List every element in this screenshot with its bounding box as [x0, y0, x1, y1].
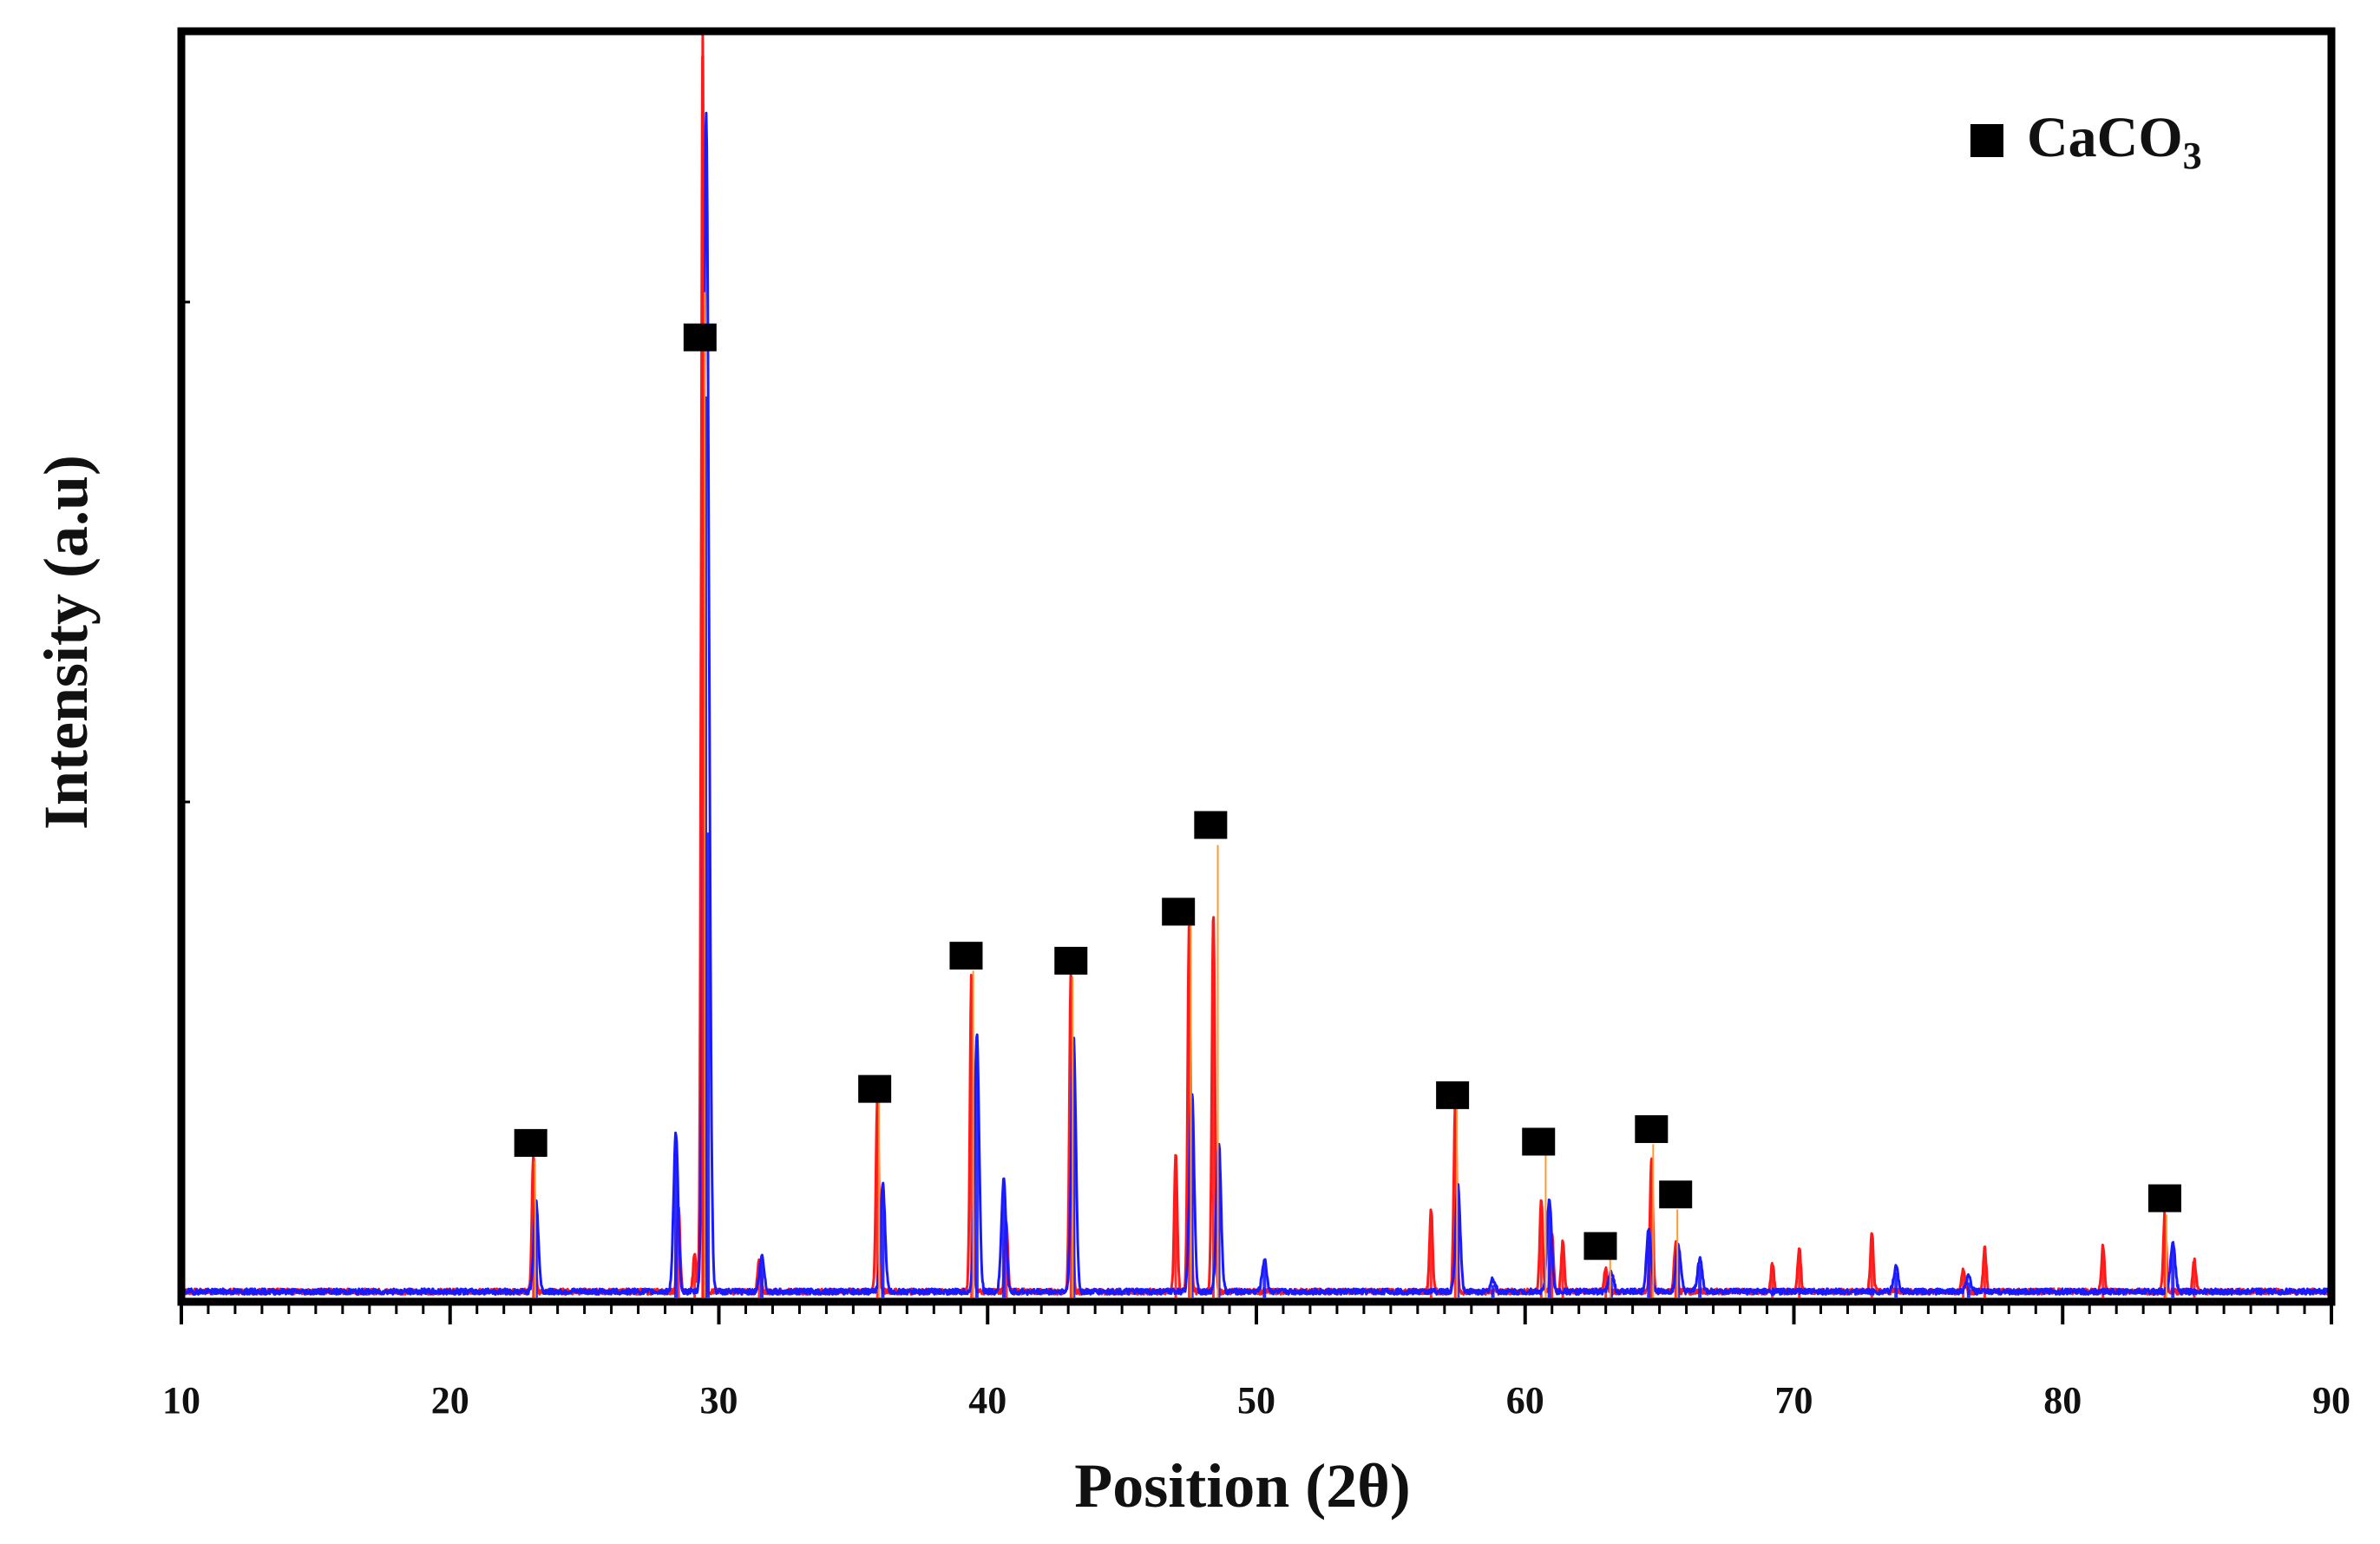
- caco3-peak-marker: [1635, 1114, 1669, 1143]
- peak-markers: [514, 323, 2181, 1260]
- x-tick-label: 30: [700, 1379, 738, 1422]
- caco3-peak-marker: [1522, 1127, 1556, 1156]
- plot-frame: [177, 27, 2336, 1306]
- caco3-peak-marker: [1162, 897, 1196, 926]
- caco3-peak-marker: [1436, 1081, 1470, 1109]
- x-axis-title: Position (2θ): [1074, 1451, 1411, 1521]
- y-axis-title: Intensity (a.u): [31, 455, 101, 830]
- legend-label-sub: 3: [2183, 135, 2202, 177]
- caco3-peak-marker: [1583, 1232, 1617, 1260]
- x-tick-label: 50: [1237, 1379, 1275, 1422]
- caco3-peak-marker: [514, 1128, 547, 1157]
- x-tick-label: 10: [162, 1379, 200, 1422]
- x-tick-label: 20: [431, 1379, 469, 1422]
- caco3-peak-marker: [1194, 811, 1228, 839]
- legend-label-main: CaCO: [2027, 106, 2183, 169]
- series-group: [181, 35, 2331, 1299]
- caco3-peak-marker: [858, 1074, 892, 1103]
- x-tick-label: 90: [2312, 1379, 2350, 1422]
- caco3-peak-marker: [2147, 1184, 2181, 1212]
- x-tick-label: 80: [2043, 1379, 2082, 1422]
- caco3-peak-marker: [949, 942, 983, 970]
- series-line: [181, 111, 2331, 1296]
- caco3-peak-marker: [1659, 1180, 1693, 1209]
- legend-label: CaCO3: [2027, 106, 2202, 177]
- legend-marker-square: [1970, 124, 2003, 157]
- x-tick-label: 70: [1775, 1379, 1813, 1422]
- caco3-peak-marker: [1054, 946, 1088, 975]
- legend: CaCO3: [1970, 106, 2202, 177]
- caco3-peak-marker: [683, 323, 717, 352]
- x-tick-label: 60: [1506, 1379, 1544, 1422]
- x-tick-label: 40: [968, 1379, 1006, 1422]
- x-tick-labels: 10 20 30 40 50 60 70 80 90: [162, 1379, 2350, 1422]
